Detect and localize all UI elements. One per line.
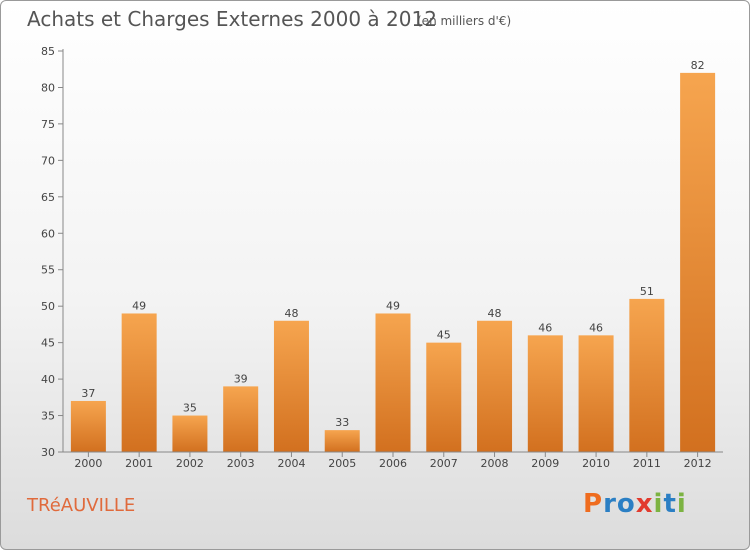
bar xyxy=(629,298,665,452)
y-tick-label: 75 xyxy=(41,118,55,131)
y-tick-label: 60 xyxy=(41,227,55,240)
bar xyxy=(273,320,309,452)
bar xyxy=(324,430,360,452)
bar-value-label: 45 xyxy=(437,329,451,342)
x-tick-label: 2004 xyxy=(277,457,305,470)
chart-title: Achats et Charges Externes 2000 à 2012 xyxy=(27,7,437,31)
x-tick-label: 2009 xyxy=(531,457,559,470)
commune-name: TRéAUVILLE xyxy=(27,495,136,516)
y-tick-label: 45 xyxy=(41,337,55,350)
y-tick-label: 65 xyxy=(41,191,55,204)
x-tick-label: 2006 xyxy=(379,457,407,470)
logo-letter: i xyxy=(676,489,687,519)
chart-subtitle: (en milliers d'€) xyxy=(417,14,512,28)
bar-value-label: 37 xyxy=(81,387,95,400)
bar-value-label: 39 xyxy=(234,372,248,385)
x-tick-label: 2001 xyxy=(125,457,153,470)
bar-value-label: 35 xyxy=(183,402,197,415)
x-tick-label: 2011 xyxy=(633,457,661,470)
bar xyxy=(375,313,411,452)
bar xyxy=(426,342,462,452)
bar xyxy=(121,313,157,452)
bar xyxy=(172,415,208,452)
logo-letter: t xyxy=(663,489,677,519)
x-tick-label: 2003 xyxy=(227,457,255,470)
y-tick-label: 50 xyxy=(41,300,55,313)
y-tick-label: 55 xyxy=(41,264,55,277)
bar xyxy=(477,320,513,452)
logo-letter: o xyxy=(616,489,636,519)
bar xyxy=(680,72,716,452)
x-tick-label: 2007 xyxy=(430,457,458,470)
y-tick-label: 30 xyxy=(41,446,55,459)
y-tick-label: 40 xyxy=(41,373,55,386)
bar-value-label: 48 xyxy=(488,307,502,320)
bar-value-label: 48 xyxy=(284,307,298,320)
y-tick-label: 70 xyxy=(41,154,55,167)
x-tick-label: 2008 xyxy=(481,457,509,470)
y-axis: 30 35 40 45 50 55 60 65 70 75 80 85 xyxy=(41,45,64,459)
bar xyxy=(223,386,259,452)
bar-value-label: 82 xyxy=(691,59,705,72)
proxiti-logo[interactable]: Proxiti xyxy=(583,489,687,519)
logo-letter: r xyxy=(603,489,617,519)
bar xyxy=(578,335,614,452)
x-tick-label: 2000 xyxy=(74,457,102,470)
logo-letter: i xyxy=(653,489,664,519)
bar-value-label: 49 xyxy=(386,299,400,312)
bar xyxy=(70,400,106,452)
x-tick-label: 2010 xyxy=(582,457,610,470)
x-axis: 2000 2001 2002 2003 2004 2005 2006 2007 2008 2009… xyxy=(63,451,723,470)
logo-letter: x xyxy=(635,489,654,519)
bar xyxy=(527,335,563,452)
bar-value-label: 46 xyxy=(538,321,552,334)
y-tick-label: 35 xyxy=(41,410,55,423)
bar-value-label: 49 xyxy=(132,299,146,312)
x-tick-label: 2012 xyxy=(684,457,712,470)
x-tick-label: 2002 xyxy=(176,457,204,470)
bar-value-label: 46 xyxy=(589,321,603,334)
x-tick-label: 2005 xyxy=(328,457,356,470)
y-tick-label: 80 xyxy=(41,81,55,94)
y-tick-label: 85 xyxy=(41,45,55,58)
bar-value-label: 51 xyxy=(640,285,654,298)
bars-group: 37 49 35 39 48 33 49 45 48 46 46 51 82 xyxy=(70,59,716,452)
logo-letter: P xyxy=(583,489,604,519)
bar-value-label: 33 xyxy=(335,416,349,429)
